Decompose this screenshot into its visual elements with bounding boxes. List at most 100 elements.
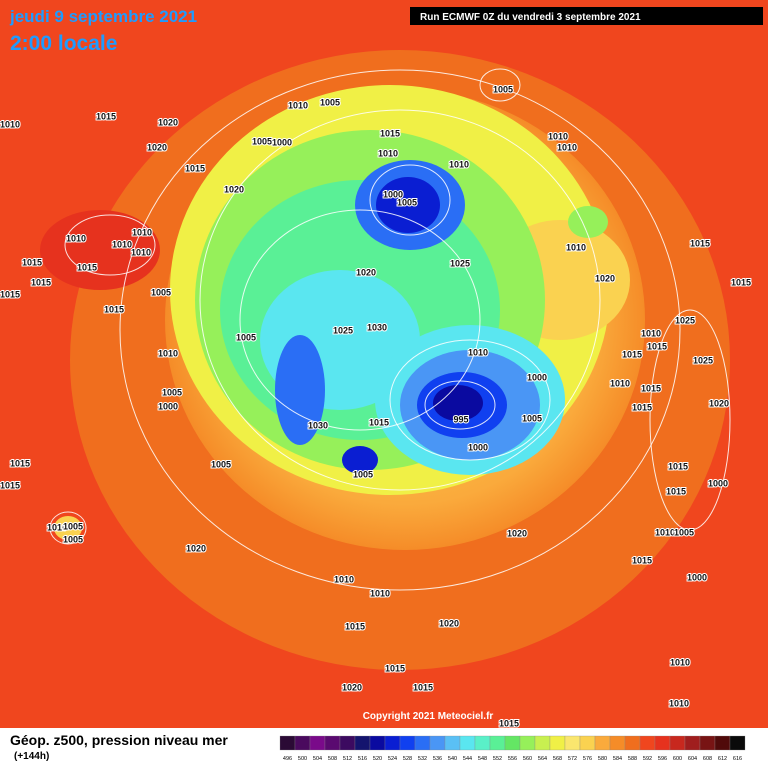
colorbar-label: 524: [388, 756, 397, 762]
colorbar-label: 532: [418, 756, 427, 762]
pressure-label: 1005: [63, 521, 83, 531]
pressure-label: 1015: [369, 417, 389, 427]
pressure-label: 1015: [668, 461, 688, 471]
pressure-label: 1010: [449, 159, 469, 169]
colorbar-swatch: [459, 735, 476, 751]
pressure-label: 1015: [666, 486, 686, 496]
pressure-label: 1000: [272, 137, 292, 147]
colorbar-label: 544: [463, 756, 472, 762]
pressure-label: 1015: [380, 128, 400, 138]
date: jeudi 9 septembre 2021: [9, 7, 197, 26]
pressure-label: 1000: [527, 372, 547, 382]
pressure-label: 1030: [308, 420, 328, 430]
pressure-label: 1015: [96, 111, 116, 121]
pressure-label: 1015: [185, 163, 205, 173]
colorbar-label: 588: [628, 756, 637, 762]
colorbar-label: 540: [448, 756, 457, 762]
colorbar-label: 572: [568, 756, 577, 762]
pressure-label: 1015: [641, 383, 661, 393]
pressure-label: 1015: [31, 277, 51, 287]
colorbar-swatch: [399, 735, 416, 751]
pressure-label: 1000: [158, 401, 178, 411]
pressure-label: 1020: [439, 618, 459, 628]
pressure-label: 1010: [112, 239, 132, 249]
colorbar-swatch: [489, 735, 506, 751]
colorbar-label: 564: [538, 756, 547, 762]
pressure-label: 1010: [557, 142, 577, 152]
colorbar-swatch: [294, 735, 311, 751]
pressure-label: 1015: [77, 262, 97, 272]
local-time: 2:00 locale: [10, 32, 117, 55]
pressure-label: 1000: [383, 189, 403, 199]
colorbar-swatch: [669, 735, 686, 751]
pressure-label: 1020: [186, 543, 206, 553]
colorbar-label: 596: [658, 756, 667, 762]
colorbar-label: 612: [718, 756, 727, 762]
pressure-label: 1015: [10, 458, 30, 468]
field-blue7: [342, 446, 378, 474]
pressure-label: 1010: [370, 588, 390, 598]
pressure-label: 1015: [22, 257, 42, 267]
colorbar-label: 508: [328, 756, 337, 762]
colorbar-label: 504: [313, 756, 322, 762]
footer: Géop. z500, pression niveau mer (+144h) …: [0, 728, 768, 768]
pressure-label: 1010: [158, 348, 178, 358]
pressure-label: 1010: [131, 247, 151, 257]
pressure-label: 1025: [693, 355, 713, 365]
colorbar-swatch: [429, 735, 446, 751]
colorbar-swatch: [384, 735, 401, 751]
pressure-label: 1025: [450, 258, 470, 268]
pressure-label: 1010: [641, 328, 661, 338]
pressure-label: 1005: [211, 459, 231, 469]
pressure-label: 1015: [647, 341, 667, 351]
pressure-label: 1020: [224, 184, 244, 194]
colorbar: 496 500 504 508 512 516 520 524 528 532 536 540 544 5…: [279, 735, 746, 762]
colorbar-label: 496: [283, 756, 292, 762]
pressure-label: 1015: [622, 349, 642, 359]
lead-time: (+144h): [14, 751, 49, 762]
pressure-label: 1000: [468, 442, 488, 452]
colorbar-swatch: [684, 735, 701, 751]
pressure-label: 1015: [499, 718, 519, 728]
colorbar-swatch: [654, 735, 671, 751]
colorbar-swatch: [504, 735, 521, 751]
colorbar-label: 528: [403, 756, 412, 762]
colorbar-swatch: [579, 735, 596, 751]
footer-title: Géop. z500, pression niveau mer: [10, 732, 228, 748]
colorbar-label: 552: [493, 756, 502, 762]
colorbar-swatch: [549, 735, 566, 751]
pressure-label: 1020: [595, 273, 615, 283]
colorbar-swatch: [564, 735, 581, 751]
colorbar-label: 592: [643, 756, 652, 762]
pressure-label: 1015: [0, 480, 20, 490]
pressure-label: 1010: [669, 698, 689, 708]
pressure-label: 1005: [252, 136, 272, 146]
pressure-label: 1005: [236, 332, 256, 342]
pressure-label: 1005: [493, 84, 513, 94]
colorbar-label: 536: [433, 756, 442, 762]
colorbar-label: 520: [373, 756, 382, 762]
pressure-label: 1010: [566, 242, 586, 252]
pressure-label: 1010: [655, 527, 675, 537]
pressure-label: 1005: [353, 469, 373, 479]
colorbar-label: 516: [358, 756, 367, 762]
pressure-label: 1005: [63, 534, 83, 544]
field-blue6: [275, 335, 325, 445]
pressure-label: 1010: [66, 233, 86, 243]
run-banner: [410, 7, 763, 25]
colorbar-label: 512: [343, 756, 352, 762]
pressure-label: 1020: [356, 267, 376, 277]
pressure-label: 1005: [397, 197, 417, 207]
colorbar-swatch: [609, 735, 626, 751]
colorbar-swatch: [519, 735, 536, 751]
colorbar-label: 568: [553, 756, 562, 762]
pressure-label: 1015: [413, 682, 433, 692]
pressure-label: 1005: [522, 413, 542, 423]
pressure-label: 1015: [731, 277, 751, 287]
run-info: Run ECMWF 0Z du vendredi 3 septembre 202…: [420, 12, 641, 23]
colorbar-swatch: [444, 735, 461, 751]
field-blue3: [433, 385, 483, 421]
colorbar-swatch: [729, 735, 746, 751]
